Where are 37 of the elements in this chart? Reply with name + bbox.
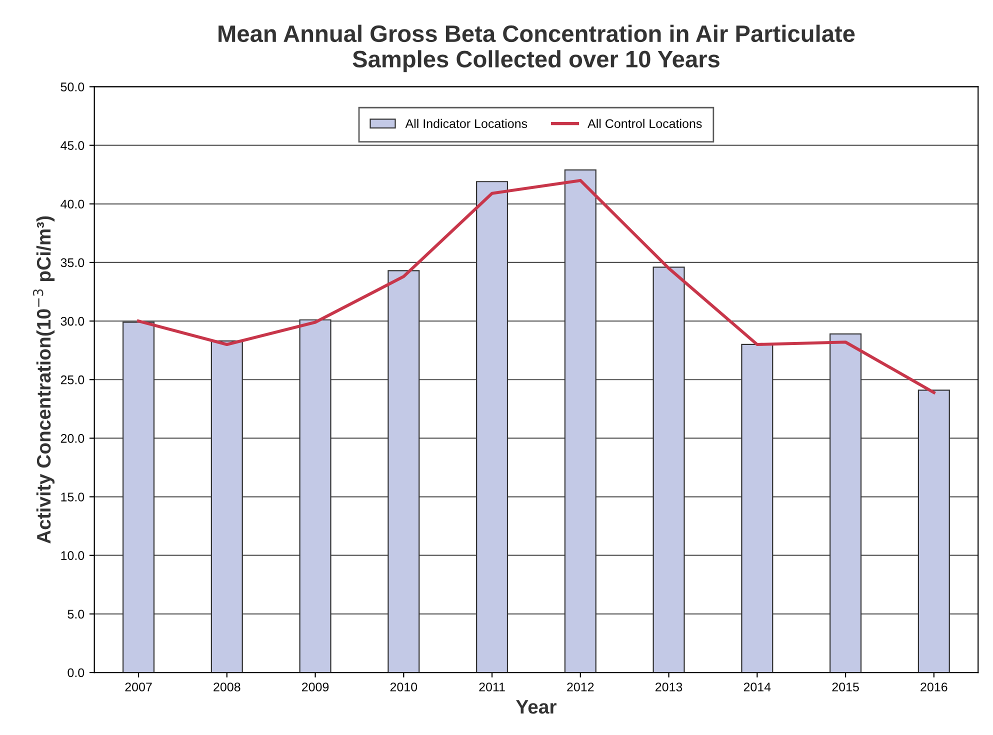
chart-title: Mean Annual Gross Beta Concentration in Air Particulate Samples Collected over 10 Years (218, 24, 855, 72)
x-tick-label: 2012 (567, 682, 594, 692)
line-series (136, 178, 936, 394)
y-tick-label: 35.0 (60, 258, 84, 268)
bar (388, 270, 420, 673)
y-tick-label: 25.0 (60, 375, 84, 384)
y-axis-title: Activity Concentration(10$^{−3}$ pCi/m³) (32, 216, 55, 544)
x-tick-label: 2010 (390, 682, 418, 692)
bar (210, 340, 243, 673)
x-tick-label: 2008 (214, 682, 240, 692)
bar (299, 319, 332, 673)
bar (652, 266, 685, 673)
x-axis-title: Year (516, 700, 556, 714)
y-tick-label: 10.0 (61, 551, 84, 560)
x-tick-label: 2011 (479, 682, 505, 692)
y-tick-label: 15.0 (61, 492, 84, 502)
y-tick-label: 30.0 (60, 316, 84, 326)
y-tick-label: 5.0 (68, 610, 84, 619)
y-tick-label: 0.0 (68, 668, 84, 678)
bar (122, 322, 155, 673)
y-tick-label: 50.0 (60, 82, 84, 92)
bar (830, 333, 862, 673)
bar (476, 181, 508, 673)
legend-label: All Indicator Locations (405, 118, 528, 128)
bar (564, 169, 596, 673)
x-tick-label: 2009 (302, 682, 329, 692)
x-tick-label: 2016 (920, 682, 948, 692)
y-tick-label: 45.0 (60, 141, 84, 150)
bar (741, 344, 774, 673)
y-tick-label: 40.0 (60, 200, 84, 209)
legend-label: All Control Locations (588, 118, 702, 128)
x-tick-label: 2015 (832, 682, 859, 692)
x-tick-label: 2013 (656, 682, 682, 692)
x-tick-label: 2014 (744, 682, 771, 692)
x-tick-label: 2007 (125, 682, 152, 692)
bar (918, 390, 950, 673)
y-tick-label: 20.0 (60, 434, 84, 443)
